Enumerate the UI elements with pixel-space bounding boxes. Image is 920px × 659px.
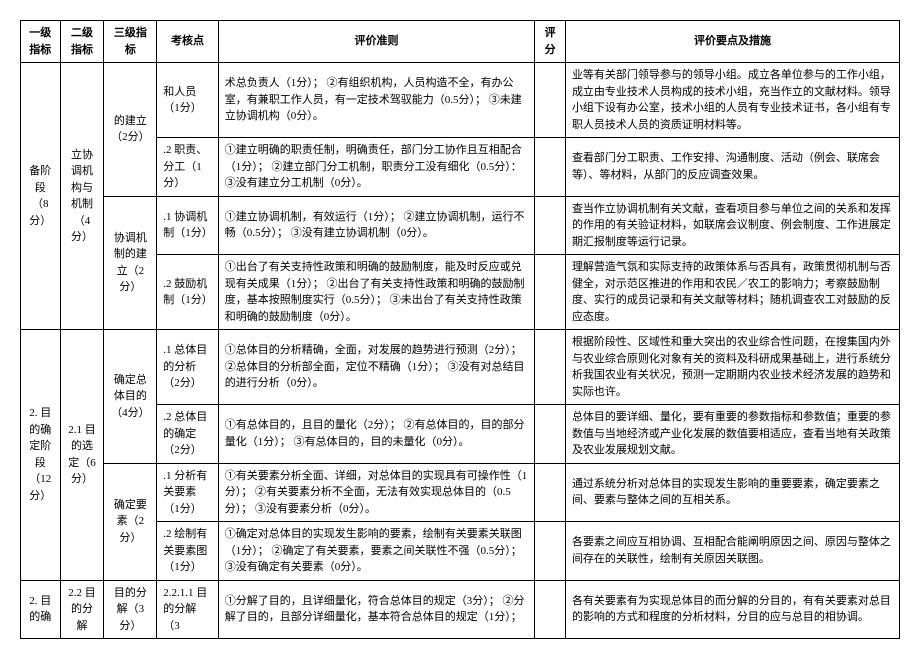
cell-notes: 通过系统分析对总体目的实现发生影响的重要要素，确定要素之间、要素与整体之间的互相… <box>565 463 899 522</box>
cell-notes: 总体目的要详细、量化，要有重要的参数指标和参数值；重要的参数值与当地经济或产业化… <box>565 405 899 464</box>
cell-l1: 备阶段（8分） <box>21 63 61 330</box>
cell-criteria: ①确定对总体目的实现发生影响的要素，绘制有关要素关联图（1分）； ②确定了有关要… <box>218 522 534 581</box>
cell-l3: 确定要素（2分） <box>104 463 157 580</box>
cell-score <box>535 330 566 405</box>
cell-score <box>535 580 566 639</box>
header-c6: 评分 <box>535 21 566 63</box>
cell-notes: 理解营造气氛和实际支持的政策体系与否具有，政策贯彻机制与否健全，对示范区推进的作… <box>565 255 899 330</box>
cell-l3: 的建立（2分） <box>104 63 157 197</box>
header-c3: 三级指标 <box>104 21 157 63</box>
cell-score <box>535 138 566 197</box>
cell-point: .2 鼓励机制（1分） <box>157 255 219 330</box>
table-row: 2. 目的确定阶段（12分） 2.1 目的选定（6分） 确定总体目的（4分） .… <box>21 330 900 405</box>
cell-criteria: ①有总体目的，且目的量化（2分）； ②有总体目的，目的部分量化（1分）； ③有总… <box>218 405 534 464</box>
cell-l2: 2.2 目的分解 <box>60 580 104 639</box>
cell-point: 2.2.1.1 目的分解（3 <box>157 580 219 639</box>
cell-notes: 各有关要素有为实现总体目的而分解的分目的，有有关要素对总目的影响的方式和程度的分… <box>565 580 899 639</box>
cell-point: .2 绘制有关要素图（1分） <box>157 522 219 581</box>
cell-notes: 业等有关部门领导参与的领导小组。成立各单位参与的工作小组，成立由专业技术人员构成… <box>565 63 899 138</box>
cell-l3: 协调机制的建立（2分） <box>104 196 157 330</box>
header-row: 一级指标 二级指标 三级指标 考核点 评价准则 评分 评价要点及措施 <box>21 21 900 63</box>
header-c4: 考核点 <box>157 21 219 63</box>
cell-l2: 2.1 目的选定（6分） <box>60 330 104 581</box>
header-c2: 二级指标 <box>60 21 104 63</box>
cell-score <box>535 522 566 581</box>
table-row: 协调机制的建立（2分） .1 协调机制（1分） ①建立协调机制，有效运行（1分）… <box>21 196 900 255</box>
cell-criteria: ①有关要素分析全面、详细，对总体目的实现具有可操作性（1分）； ②有关要素分析不… <box>218 463 534 522</box>
cell-point: .2 总体目的确定（2分） <box>157 405 219 464</box>
cell-point: 和人员（1分） <box>157 63 219 138</box>
cell-notes: 查当作立协调机制有关文献，查看项目参与单位之间的关系和发挥的作用的有关验证材料，… <box>565 196 899 255</box>
cell-notes: 查看部门分工职责、工作安排、沟通制度、活动（例会、联席会等）、等材料，从部门的反… <box>565 138 899 197</box>
cell-score <box>535 463 566 522</box>
cell-score <box>535 255 566 330</box>
cell-notes: 根据阶段性、区域性和重大突出的农业综合性问题，在搜集国内外与农业综合原则化对象有… <box>565 330 899 405</box>
cell-criteria: ①总体目的分析精确，全面，对发展的趋势进行预测（2分）； ②总体目的分析部全面，… <box>218 330 534 405</box>
cell-l1: 2. 目的确 <box>21 580 61 639</box>
cell-score <box>535 405 566 464</box>
cell-notes: 各要素之间应互相协调、互相配合能阐明原因之间、原因与整体之间存在的关联性，绘制有… <box>565 522 899 581</box>
evaluation-table: 一级指标 二级指标 三级指标 考核点 评价准则 评分 评价要点及措施 备阶段（8… <box>20 20 900 639</box>
cell-criteria: 术总负责人（1分）； ②有组织机构，人员构造不全，有办公室，有兼职工作人员，有一… <box>218 63 534 138</box>
header-c1: 一级指标 <box>21 21 61 63</box>
cell-l3: 目的分解（3分） <box>104 580 157 639</box>
cell-score <box>535 196 566 255</box>
table-row: 备阶段（8分） 立协调机构与机制（4分） 的建立（2分） 和人员（1分） 术总负… <box>21 63 900 138</box>
header-c5: 评价准则 <box>218 21 534 63</box>
cell-l3: 确定总体目的（4分） <box>104 330 157 464</box>
cell-criteria: ①建立协调机制，有效运行（1分）； ②建立协调机制，运行不畅（0.5分）； ③没… <box>218 196 534 255</box>
cell-l2: 立协调机构与机制（4分） <box>60 63 104 330</box>
table-row: 2. 目的确 2.2 目的分解 目的分解（3分） 2.2.1.1 目的分解（3 … <box>21 580 900 639</box>
cell-score <box>535 63 566 138</box>
header-c7: 评价要点及措施 <box>565 21 899 63</box>
cell-criteria: ①分解了目的，且详细量化，符合总体目的规定（3分）； ②分解了目的，且部分详细量… <box>218 580 534 639</box>
cell-criteria: ①建立明确的职责任制，明确责任，部门分工协作且互相配合（1分）； ②建立部门分工… <box>218 138 534 197</box>
cell-point: .2 职责、分工（1分） <box>157 138 219 197</box>
cell-l1: 2. 目的确定阶段（12分） <box>21 330 61 581</box>
table-row: 确定要素（2分） .1 分析有关要素（1分） ①有关要素分析全面、详细，对总体目… <box>21 463 900 522</box>
cell-criteria: ①出台了有关支持性政策和明确的鼓励制度，能及时反应或兑现有关成果（1分）； ②出… <box>218 255 534 330</box>
cell-point: .1 分析有关要素（1分） <box>157 463 219 522</box>
cell-point: .1 总体目的分析（2分） <box>157 330 219 405</box>
cell-point: .1 协调机制（1分） <box>157 196 219 255</box>
